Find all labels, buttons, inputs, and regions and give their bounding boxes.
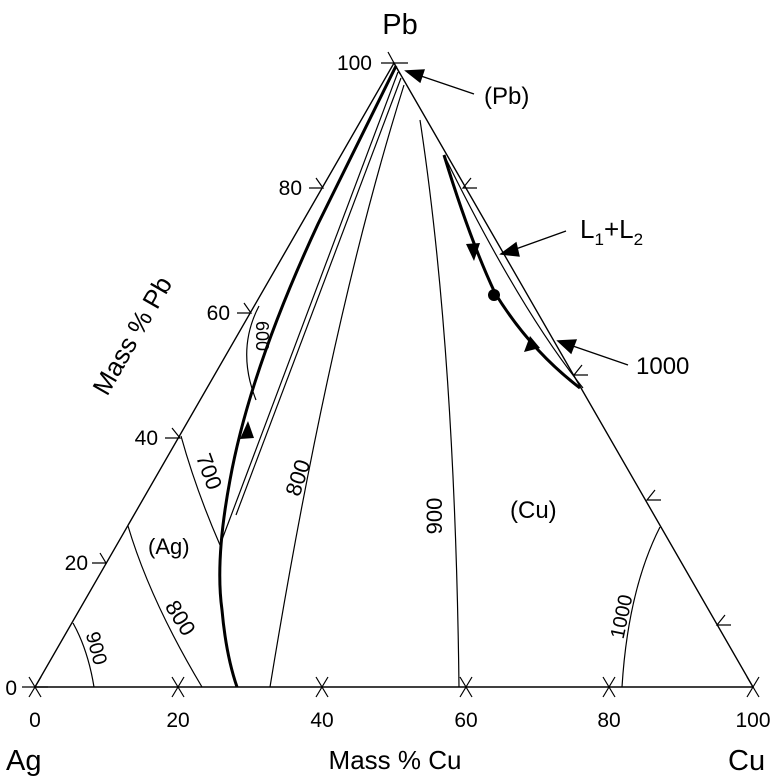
thick-lines xyxy=(218,65,581,688)
bottom-tick-label: 20 xyxy=(166,709,189,732)
bottom-axis-title: Mass % Cu xyxy=(329,745,462,775)
bottom-tick-labels: 0 20 40 60 80 100 xyxy=(29,709,770,732)
isotherm-1000-cu-line xyxy=(621,526,661,688)
isotherm-900-ag-line xyxy=(72,622,95,688)
isotherm-label-1000-cu: 1000 xyxy=(607,593,638,641)
arrowhead-cu-valley-upper xyxy=(466,243,480,261)
vertex-label-pb: Pb xyxy=(382,9,417,41)
bottom-tick-label: 80 xyxy=(597,709,620,732)
pb-leader-head xyxy=(404,69,425,84)
bottom-tick-label: 40 xyxy=(310,709,333,732)
bottom-tick-label: 0 xyxy=(29,709,41,732)
left-tick-label: 20 xyxy=(65,552,88,575)
l1l2-leader-head xyxy=(499,241,520,257)
invariant-point xyxy=(488,289,500,301)
l1l2-leader-line xyxy=(512,230,567,251)
left-tick-label: 60 xyxy=(207,302,230,325)
vertex-label-ag: Ag xyxy=(6,745,41,777)
isotherm-label-1000-callout: 1000 xyxy=(636,353,689,380)
left-axis-ticks xyxy=(22,51,408,688)
left-tick-label: 0 xyxy=(5,677,17,700)
pb-leader-line xyxy=(417,74,475,95)
leader-arrows xyxy=(404,69,629,366)
isotherm-label-600: 600 xyxy=(252,321,272,351)
isotherm-1000-leader-head xyxy=(556,339,578,355)
bottom-axis-ticks xyxy=(28,676,760,698)
isotherm-800-ag-line xyxy=(127,525,203,688)
phase-label-ag: (Ag) xyxy=(148,534,190,559)
ag-pb-eutectic-valley xyxy=(218,65,398,688)
right-edge-ticks xyxy=(461,177,731,626)
isotherm-label-800-ag: 800 xyxy=(160,596,201,640)
arrowhead-cu-valley-lower xyxy=(524,336,540,352)
left-tick-label: 80 xyxy=(279,177,302,200)
left-tick-label: 100 xyxy=(337,52,372,75)
fan-line-3 xyxy=(269,84,405,688)
fan-line-2 xyxy=(235,77,402,516)
isotherm-900-mid-line xyxy=(419,119,460,688)
thin-lines xyxy=(72,71,661,688)
phase-label-cu: (Cu) xyxy=(510,497,557,524)
phase-label-l1l2: L1+L2 xyxy=(580,214,643,249)
vertex-label-cu: Cu xyxy=(728,745,765,777)
isotherm-label-800-mid: 800 xyxy=(280,456,315,499)
bottom-tick-label: 60 xyxy=(454,709,477,732)
l1l2-boundary-line xyxy=(443,154,584,389)
left-tick-labels: 0 20 40 60 80 100 xyxy=(5,52,372,700)
isotherm-label-900-mid: 900 xyxy=(422,498,447,535)
phase-label-pb: (Pb) xyxy=(484,83,529,110)
left-tick-label: 40 xyxy=(135,427,158,450)
isotherm-700-line xyxy=(180,435,221,546)
isotherm-1000-leader-line xyxy=(569,344,629,366)
bottom-tick-label: 100 xyxy=(735,709,770,732)
left-axis-title: Mass % Pb xyxy=(86,271,178,400)
isotherm-label-900-ag: 900 xyxy=(81,629,111,667)
cu-pb-monotectic-valley xyxy=(442,154,581,390)
arrowhead-ag-valley xyxy=(240,421,254,439)
curve-arrowheads xyxy=(240,243,540,439)
fan-line-1 xyxy=(219,71,399,546)
